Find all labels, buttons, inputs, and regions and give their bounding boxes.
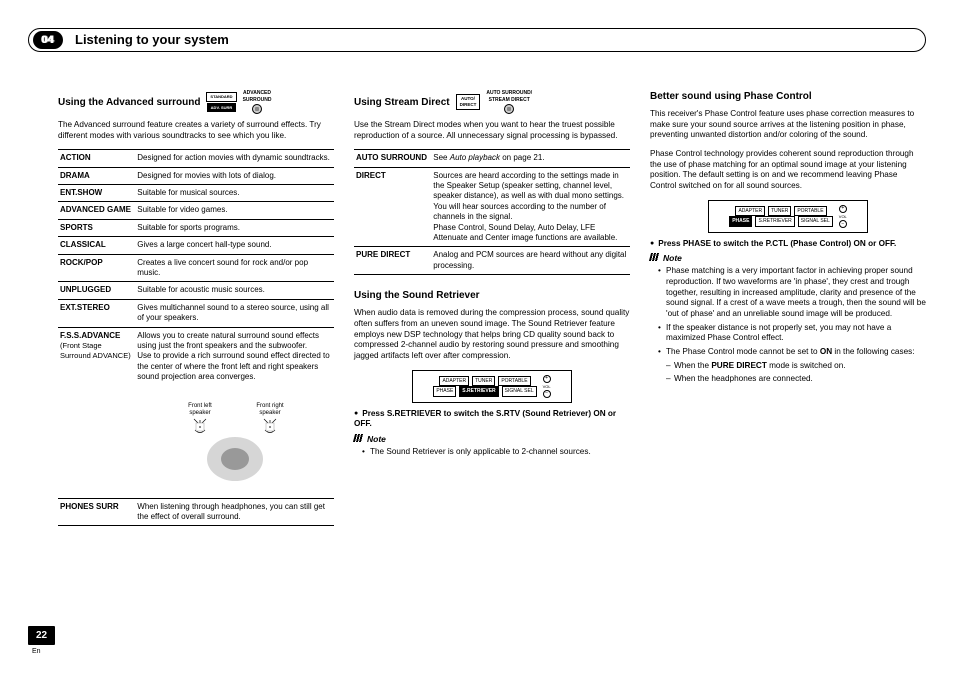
adv-surround-intro: The Advanced surround feature creates a … — [58, 120, 334, 141]
column-3: Better sound using Phase Control This re… — [650, 90, 926, 540]
note-item: The Sound Retriever is only applicable t… — [362, 447, 630, 458]
adv-surround-title-text: Using the Advanced surround — [58, 96, 200, 109]
sound-retriever-notes: The Sound Retriever is only applicable t… — [354, 447, 630, 458]
page-number-box: 22 — [28, 626, 55, 645]
adv-surround-knob-icon: ADVANCED SURROUND — [243, 90, 272, 114]
note-heading: Note — [354, 434, 630, 445]
svg-text:speaker: speaker — [259, 410, 280, 416]
column-1: Using the Advanced surround STANDARD ADV… — [58, 90, 334, 540]
chapter-title: Listening to your system — [75, 32, 229, 49]
sound-retriever-intro: When audio data is removed during the co… — [354, 308, 630, 361]
speaker-diagram: Front left speaker Front right speaker — [170, 397, 300, 487]
phase-control-panel: ADAPTERTUNERPORTABLEPHASES.RETRIEVERSIGN… — [708, 200, 868, 233]
column-2: Using Stream Direct AUTO/ DIRECT AUTO SU… — [354, 90, 630, 540]
phase-control-title: Better sound using Phase Control — [650, 90, 926, 103]
stream-direct-knob-icon: AUTO SURROUND/ STREAM DIRECT — [486, 90, 532, 114]
phase-control-action: Press PHASE to switch the P.CTL (Phase C… — [650, 239, 926, 250]
stream-direct-table: AUTO SURROUNDSee Auto playback on page 2… — [354, 149, 630, 275]
svg-text:Front right: Front right — [256, 403, 284, 409]
page-lang: En — [32, 647, 55, 656]
sound-retriever-panel: ADAPTERTUNERPORTABLEPHASES.RETRIEVERSIGN… — [412, 370, 572, 403]
chapter-number: 04 — [33, 31, 63, 49]
stream-direct-title-text: Using Stream Direct — [354, 96, 450, 109]
phase-control-notes: Phase matching is a very important facto… — [650, 266, 926, 385]
chapter-header: 04 Listening to your system — [28, 28, 926, 52]
svg-text:Front left: Front left — [188, 403, 212, 409]
note-heading: Note — [650, 253, 926, 264]
svg-text:speaker: speaker — [189, 410, 210, 416]
stream-direct-intro: Use the Stream Direct modes when you wan… — [354, 120, 630, 141]
phase-control-p2: Phase Control technology provides cohere… — [650, 149, 926, 192]
sound-retriever-title: Using the Sound Retriever — [354, 289, 630, 302]
sound-retriever-action: Press S.RETRIEVER to switch the S.RTV (S… — [354, 409, 630, 430]
adv-surround-table: ACTIONDesigned for action movies with dy… — [58, 149, 334, 526]
adv-surround-title: Using the Advanced surround STANDARD ADV… — [58, 90, 334, 114]
phase-control-p1: This receiver's Phase Control feature us… — [650, 109, 926, 141]
adv-surround-button-icon: STANDARD ADV. SURR — [206, 92, 236, 111]
page-number: 22 En — [28, 626, 55, 656]
auto-direct-button-icon: AUTO/ DIRECT — [456, 94, 481, 110]
stream-direct-title: Using Stream Direct AUTO/ DIRECT AUTO SU… — [354, 90, 630, 114]
